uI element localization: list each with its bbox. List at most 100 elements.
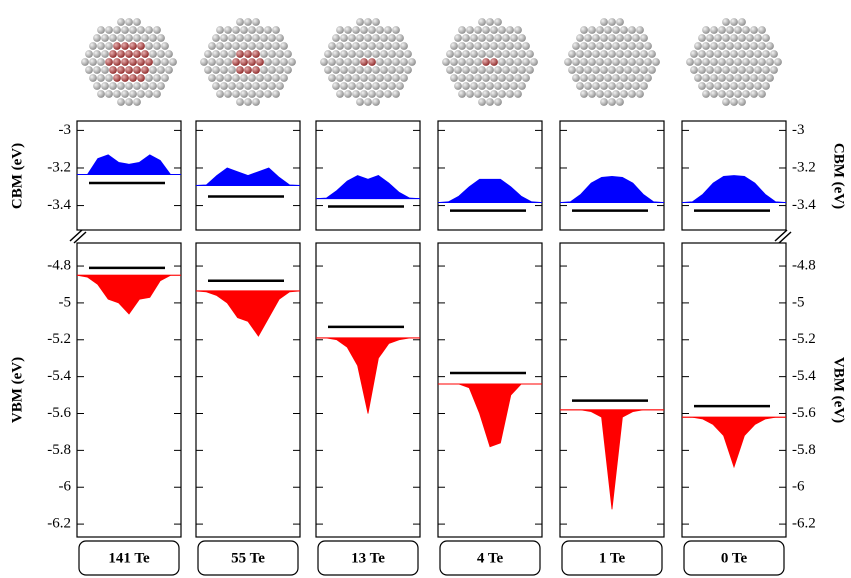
- atom: [726, 58, 734, 66]
- atom: [734, 26, 742, 34]
- atom: [478, 18, 486, 26]
- nanocrystal: [442, 18, 538, 106]
- atom: [125, 34, 133, 42]
- atom: [348, 82, 356, 90]
- atom: [640, 50, 648, 58]
- atom: [380, 66, 388, 74]
- panel-frame: [316, 121, 420, 230]
- atom: [368, 74, 376, 82]
- panel-frame: [560, 121, 664, 230]
- cbm-dos: [77, 155, 181, 175]
- atom: [722, 98, 730, 106]
- atom: [518, 66, 526, 74]
- atom: [466, 58, 474, 66]
- atom: [284, 66, 292, 74]
- atom: [458, 90, 466, 98]
- atom: [518, 82, 526, 90]
- atom: [157, 66, 165, 74]
- atom: [384, 42, 392, 50]
- atom: [628, 90, 636, 98]
- atom: [632, 82, 640, 90]
- atom: [514, 42, 522, 50]
- atom: [384, 26, 392, 34]
- atom: [200, 58, 208, 66]
- atom: [494, 18, 502, 26]
- atom: [738, 82, 746, 90]
- atom: [129, 74, 137, 82]
- atom: [518, 50, 526, 58]
- atom: [486, 34, 494, 42]
- nanocrystal: [81, 18, 177, 106]
- atom: [494, 98, 502, 106]
- atom: [149, 50, 157, 58]
- atom: [502, 66, 510, 74]
- atom: [510, 50, 518, 58]
- atom: [276, 66, 284, 74]
- atom: [264, 58, 272, 66]
- atom: [145, 74, 153, 82]
- atom: [336, 58, 344, 66]
- atom: [498, 58, 506, 66]
- atom: [268, 66, 276, 74]
- atom: [770, 66, 778, 74]
- atom: [710, 42, 718, 50]
- atom: [364, 66, 372, 74]
- atom: [372, 50, 380, 58]
- atom: [600, 98, 608, 106]
- atom: [125, 50, 133, 58]
- atom: [212, 66, 220, 74]
- atom: [470, 82, 478, 90]
- atom: [628, 26, 636, 34]
- atom: [93, 34, 101, 42]
- atom: [336, 42, 344, 50]
- atom: [244, 18, 252, 26]
- atom: [328, 42, 336, 50]
- atom: [360, 58, 368, 66]
- atom: [224, 58, 232, 66]
- atom: [388, 66, 396, 74]
- y-tick-label: -3.4: [47, 197, 71, 213]
- atom: [404, 66, 412, 74]
- atom: [232, 42, 240, 50]
- atom: [228, 82, 236, 90]
- atom: [442, 58, 450, 66]
- atom: [129, 42, 137, 50]
- atom: [105, 42, 113, 50]
- atom: [264, 26, 272, 34]
- atom: [718, 42, 726, 50]
- atom: [141, 34, 149, 42]
- atom: [746, 50, 754, 58]
- atom: [324, 66, 332, 74]
- atom: [564, 58, 572, 66]
- atom: [208, 58, 216, 66]
- atom: [722, 50, 730, 58]
- panel-label: 4 Te: [477, 550, 504, 566]
- atom: [153, 26, 161, 34]
- atom: [368, 42, 376, 50]
- atom: [236, 66, 244, 74]
- atom: [518, 34, 526, 42]
- atom: [348, 34, 356, 42]
- atom: [454, 66, 462, 74]
- atom: [750, 42, 758, 50]
- atom: [212, 50, 220, 58]
- atom: [612, 74, 620, 82]
- atom: [340, 82, 348, 90]
- cbm-dos: [560, 176, 664, 202]
- atom: [396, 50, 404, 58]
- atom: [153, 74, 161, 82]
- atom: [580, 74, 588, 82]
- atom: [702, 58, 710, 66]
- atom: [722, 18, 730, 26]
- y-tick-label: -5.4: [47, 368, 71, 384]
- atom: [722, 34, 730, 42]
- atom: [640, 34, 648, 42]
- atom: [530, 58, 538, 66]
- atom: [616, 82, 624, 90]
- atom: [109, 66, 117, 74]
- atom: [93, 66, 101, 74]
- atom: [272, 90, 280, 98]
- y-tick-label: -5.2: [47, 331, 71, 347]
- atom: [113, 74, 121, 82]
- atom: [640, 66, 648, 74]
